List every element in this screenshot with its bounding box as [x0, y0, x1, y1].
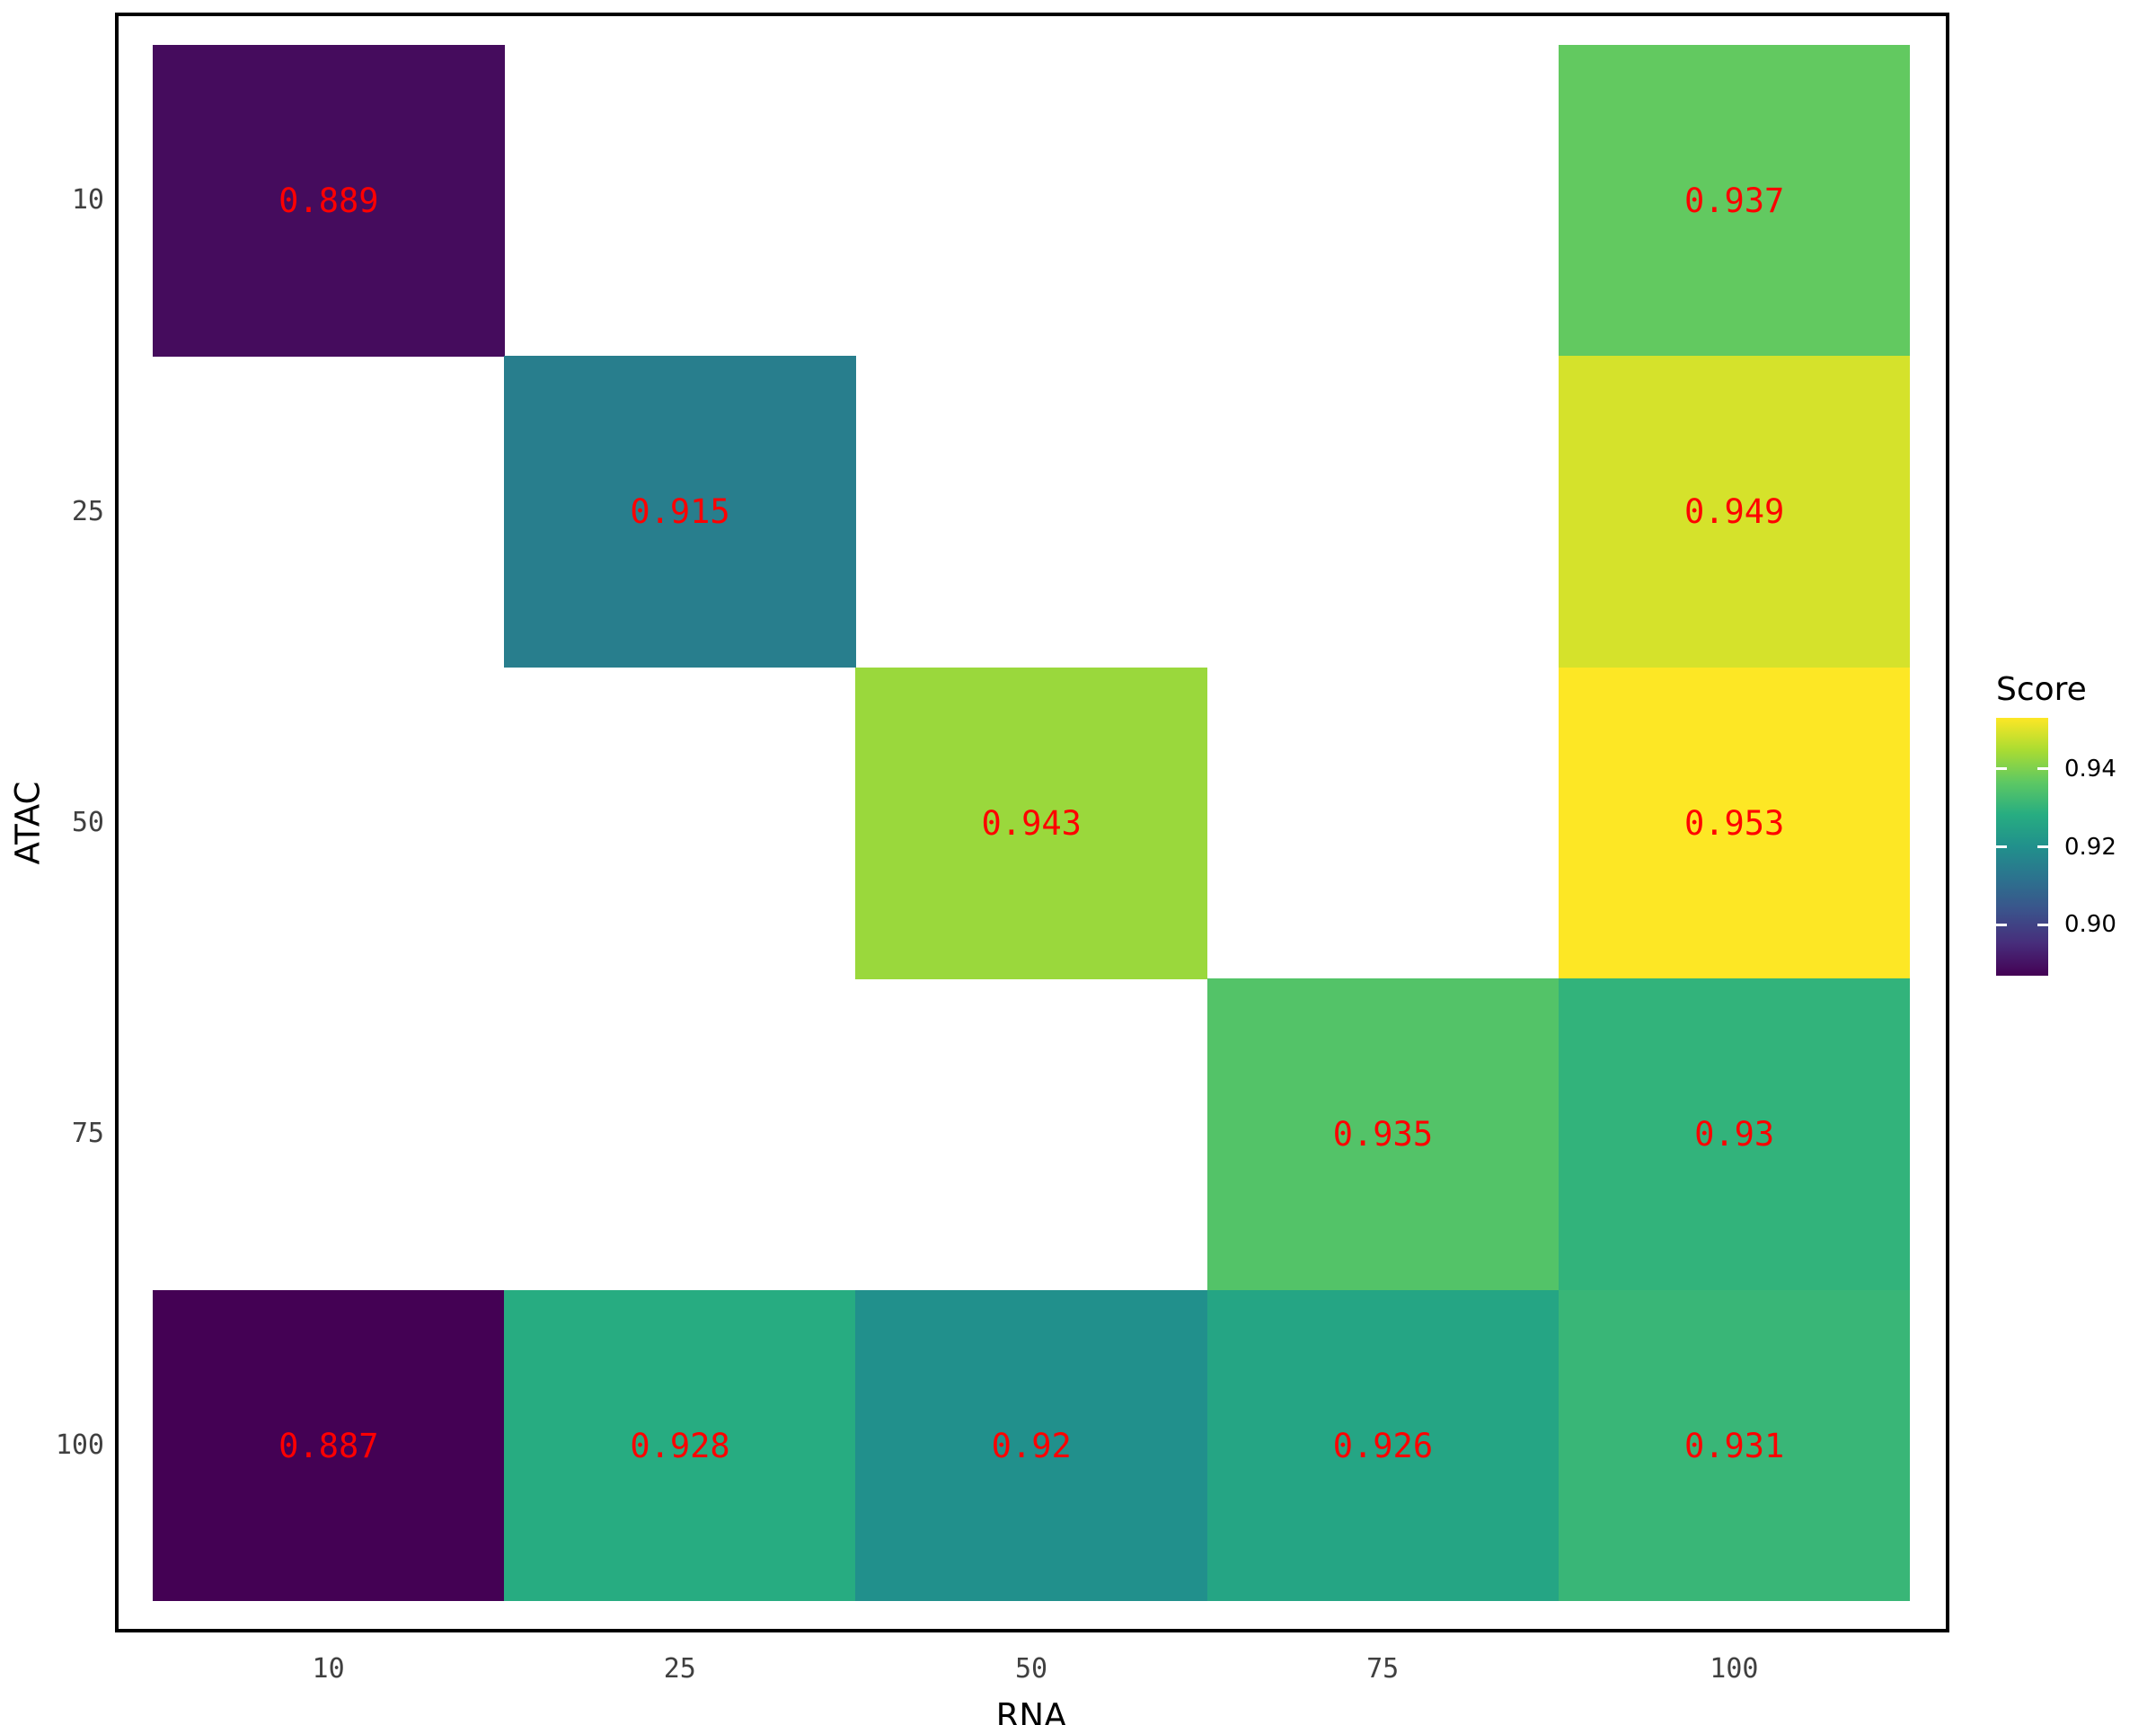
cell-value-label: 0.915	[630, 492, 730, 532]
y-tick-label: 50	[71, 807, 104, 838]
y-tick-label: 100	[55, 1429, 104, 1461]
x-tick-label: 75	[1366, 1653, 1400, 1685]
cell-value-label: 0.937	[1683, 181, 1785, 220]
legend-tick-label: 0.92	[2064, 833, 2116, 861]
cell-value-label: 0.943	[981, 803, 1082, 843]
y-axis-title: ATAC	[8, 781, 48, 865]
heatmap-cell: 0.926	[1206, 1289, 1560, 1602]
x-tick-label: 50	[1014, 1653, 1048, 1685]
cell-value-label: 0.928	[630, 1426, 730, 1465]
y-tick-label: 25	[71, 495, 104, 527]
legend-tick-mark	[2037, 923, 2048, 926]
cell-value-label: 0.889	[278, 181, 379, 220]
heatmap-cell: 0.889	[153, 45, 505, 357]
heatmap-cell: 0.935	[1206, 978, 1560, 1291]
cell-value-label: 0.949	[1683, 492, 1785, 532]
x-tick-label: 10	[312, 1653, 345, 1685]
heatmap-cell: 0.937	[1558, 45, 1911, 357]
legend-tick-mark	[1996, 923, 2007, 926]
legend-tick-mark	[1996, 845, 2007, 848]
legend-tick-mark	[1996, 767, 2007, 771]
cell-value-label: 0.92	[991, 1426, 1072, 1465]
heatmap-cell: 0.949	[1558, 356, 1911, 668]
heatmap-cell: 0.953	[1558, 667, 1911, 979]
heatmap-cell: 0.93	[1558, 978, 1911, 1291]
legend-tick-label: 0.90	[2064, 911, 2116, 939]
legend-tick-label: 0.94	[2064, 755, 2116, 783]
x-tick-label: 100	[1710, 1653, 1759, 1685]
cell-value-label: 0.935	[1332, 1115, 1434, 1154]
heatmap-cell: 0.943	[855, 667, 1208, 979]
cell-value-label: 0.931	[1683, 1426, 1785, 1465]
heatmap-cell: 0.887	[153, 1289, 505, 1602]
heatmap-cell: 0.928	[504, 1289, 856, 1602]
cell-value-label: 0.887	[278, 1426, 379, 1465]
cell-value-label: 0.93	[1694, 1115, 1775, 1154]
heatmap-cell: 0.915	[504, 356, 856, 668]
heatmap-cell: 0.92	[855, 1289, 1208, 1602]
y-tick-label: 10	[71, 184, 104, 217]
y-tick-label: 75	[71, 1118, 104, 1150]
legend-tick-mark	[2037, 845, 2048, 848]
legend-title: Score	[1996, 671, 2087, 708]
heatmap-cell: 0.931	[1558, 1289, 1911, 1602]
cell-value-label: 0.953	[1683, 803, 1785, 843]
cell-value-label: 0.926	[1332, 1426, 1434, 1465]
x-axis-title: RNA	[995, 1696, 1067, 1725]
legend-tick-mark	[2037, 767, 2048, 771]
x-tick-label: 25	[663, 1653, 696, 1685]
